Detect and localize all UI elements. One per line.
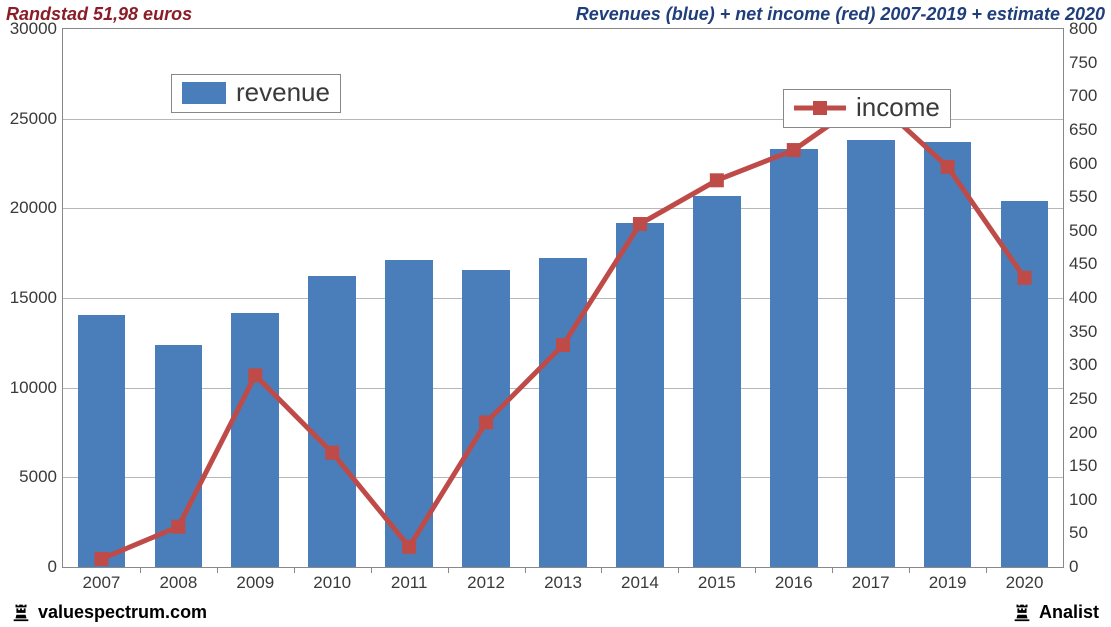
income-marker [248,368,262,382]
income-marker [325,446,339,460]
rook-icon [1011,601,1033,623]
y-right-tick-label: 400 [1063,288,1097,308]
legend-income-swatch [794,97,846,119]
x-tick [832,567,833,573]
x-tick-label: 2019 [929,567,967,593]
chart-header: Randstad 51,98 euros Revenues (blue) + n… [6,2,1105,26]
income-marker [171,520,185,534]
x-tick [909,567,910,573]
y-right-tick-label: 600 [1063,154,1097,174]
x-tick [294,567,295,573]
y-right-tick-label: 650 [1063,120,1097,140]
y-left-tick-label: 15000 [10,288,63,308]
x-tick [448,567,449,573]
income-marker [633,217,647,231]
x-tick-label: 2020 [1006,567,1044,593]
x-tick [525,567,526,573]
y-right-tick-label: 50 [1063,523,1088,543]
x-tick-label: 2010 [313,567,351,593]
y-right-tick-label: 200 [1063,423,1097,443]
income-marker [94,552,108,566]
x-tick [678,567,679,573]
x-tick-label: 2011 [391,567,428,593]
x-tick [140,567,141,573]
income-marker [479,415,493,429]
x-tick [217,567,218,573]
y-right-tick-label: 250 [1063,389,1097,409]
x-tick-label: 2007 [83,567,121,593]
x-tick [601,567,602,573]
x-tick [986,567,987,573]
legend-revenue-swatch [182,82,226,104]
y-right-tick-label: 800 [1063,19,1097,39]
y-left-tick-label: 30000 [10,19,63,39]
x-tick-label: 2008 [159,567,197,593]
y-left-tick-label: 10000 [10,378,63,398]
footer-left: valuespectrum.com [10,601,207,623]
plot-area: revenue income 0500010000150002000025000… [62,28,1064,568]
y-right-tick-label: 100 [1063,490,1097,510]
income-marker [787,143,801,157]
income-marker [941,160,955,174]
footer-right-text: Analist [1039,602,1099,623]
legend-revenue-label: revenue [236,77,330,108]
income-marker [556,338,570,352]
x-tick-label: 2015 [698,567,736,593]
y-right-tick-label: 150 [1063,456,1097,476]
y-right-tick-label: 750 [1063,53,1097,73]
footer-left-text: valuespectrum.com [38,602,207,623]
x-tick [755,567,756,573]
income-line [101,96,1024,559]
x-tick-label: 2014 [621,567,659,593]
y-left-tick-label: 25000 [10,109,63,129]
y-left-tick-label: 0 [48,557,63,577]
x-tick-label: 2009 [236,567,274,593]
legend-revenue: revenue [171,74,341,113]
legend-income-label: income [856,92,940,123]
y-right-tick-label: 450 [1063,254,1097,274]
x-tick-label: 2012 [467,567,505,593]
y-right-tick-label: 700 [1063,86,1097,106]
y-left-tick-label: 20000 [10,198,63,218]
footer-right: Analist [1011,601,1099,623]
rook-icon [10,601,32,623]
income-marker [1018,271,1032,285]
y-right-tick-label: 350 [1063,322,1097,342]
header-right-text: Revenues (blue) + net income (red) 2007-… [576,4,1105,25]
legend-income: income [783,89,951,128]
income-marker [402,540,416,554]
x-tick-label: 2017 [852,567,890,593]
chart-container: Randstad 51,98 euros Revenues (blue) + n… [0,0,1111,627]
x-tick [371,567,372,573]
y-right-tick-label: 500 [1063,221,1097,241]
y-left-tick-label: 5000 [19,467,63,487]
y-right-tick-label: 300 [1063,355,1097,375]
y-right-tick-label: 550 [1063,187,1097,207]
income-marker [710,173,724,187]
x-tick-label: 2013 [544,567,582,593]
x-tick-label: 2016 [775,567,813,593]
y-right-tick-label: 0 [1063,557,1078,577]
